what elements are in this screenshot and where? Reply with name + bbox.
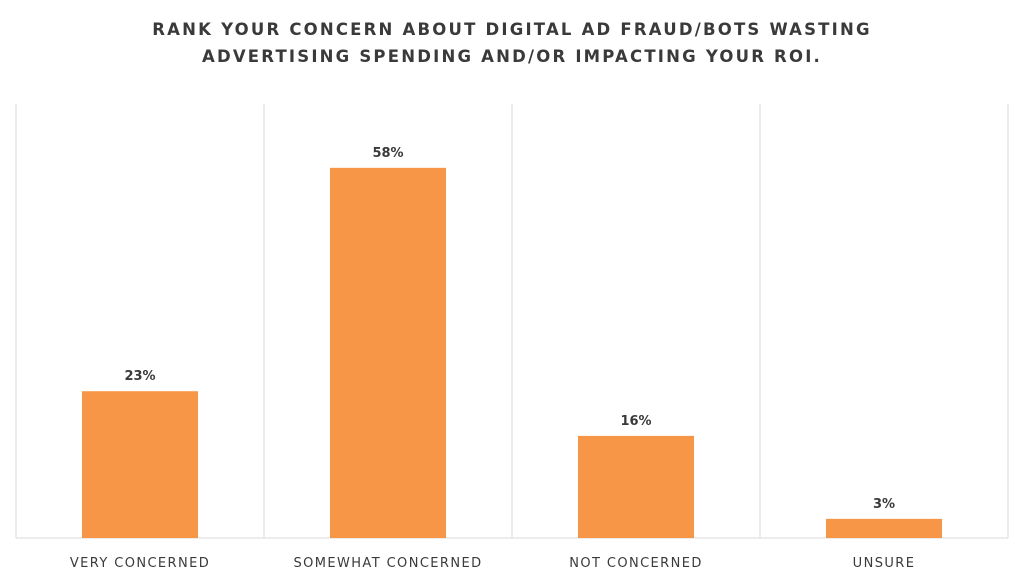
bar-very-concerned: [82, 391, 198, 538]
bar-somewhat-concerned: [330, 167, 446, 538]
category-label: VERY CONCERNED: [70, 556, 210, 571]
data-label: 23%: [124, 369, 155, 384]
category-label: UNSURE: [853, 556, 916, 571]
bar-unsure: [826, 518, 942, 538]
chart-title-line-1: RANK YOUR CONCERN ABOUT DIGITAL AD FRAUD…: [152, 20, 872, 39]
chart-title: RANK YOUR CONCERN ABOUT DIGITAL AD FRAUD…: [0, 16, 1024, 70]
category-label: NOT CONCERNED: [569, 556, 703, 571]
data-label: 16%: [620, 414, 651, 429]
category-label: SOMEWHAT CONCERNED: [293, 556, 482, 571]
bar-not-concerned: [578, 435, 694, 538]
data-label: 58%: [372, 146, 403, 161]
chart-title-line-2: ADVERTISING SPENDING AND/OR IMPACTING YO…: [201, 47, 823, 66]
data-label: 3%: [873, 497, 895, 512]
